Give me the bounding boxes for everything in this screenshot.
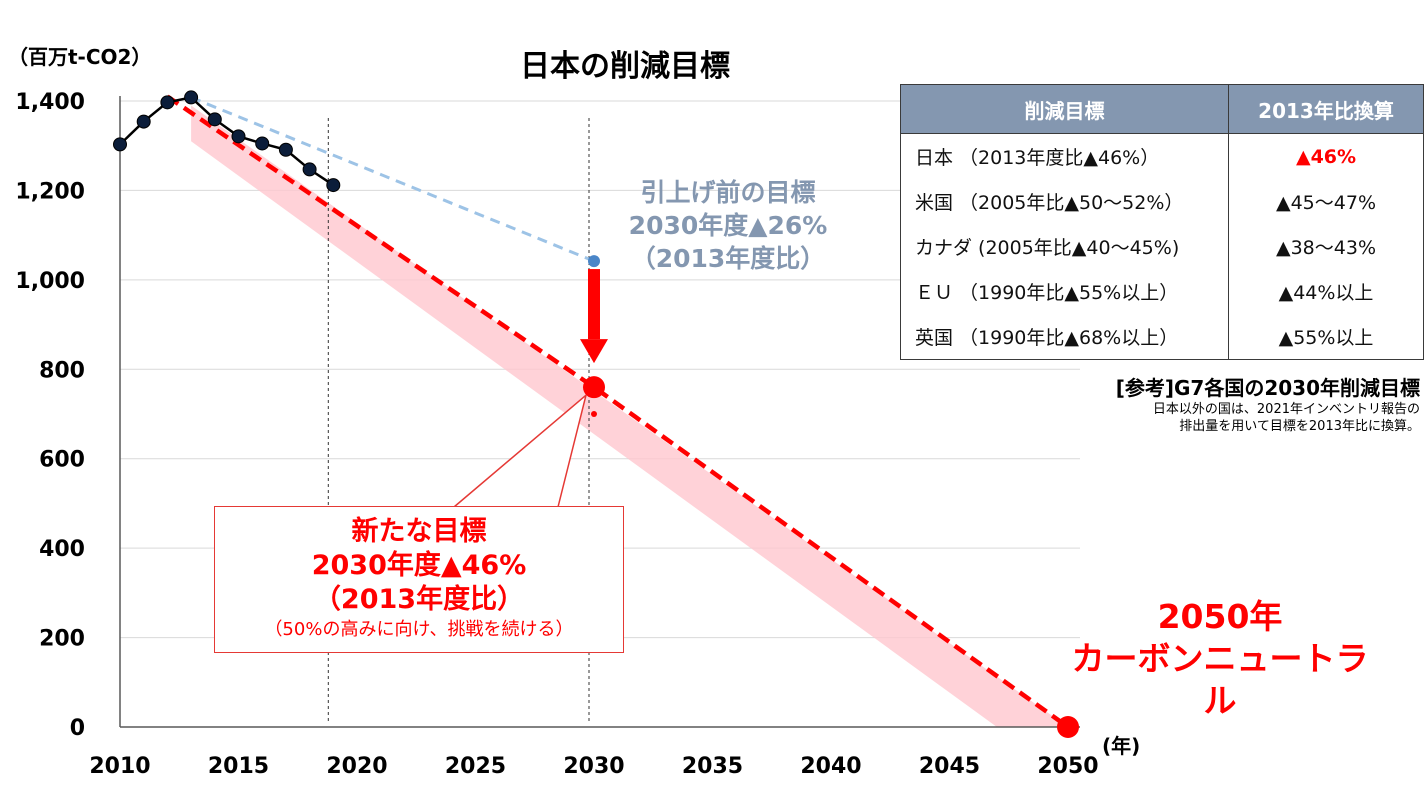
new-target-small-point [591,411,597,417]
callout-pointer [451,393,588,508]
row-eu-converted: ▲44%以上 [1228,269,1424,314]
y-tick-label: 400 [39,537,85,562]
prev-target-line2: 2030年度▲26% [628,211,828,240]
x-unit-label: (年) [1102,734,1140,758]
row-canada-converted: ▲38～43% [1228,224,1424,269]
x-tick-label: 2050 [1037,754,1098,779]
y-tick-label: 200 [39,627,85,652]
previous-target-point [588,255,600,268]
row-uk-target: 英国 （1990年比▲68%以上） [900,314,1229,360]
historical-point [326,178,341,193]
neutral-point [1057,716,1079,738]
carbon-neutral-label: 2050年 カーボンニュートラル [1070,596,1370,722]
row-canada-target: カナダ (2005年比▲40～45%) [900,224,1229,269]
ticks: 0 200 400 600 800 1,000 1,200 1,400 2010 2015 2020… [15,90,1098,779]
down-arrow-shaft [588,269,600,340]
reduction-band-shape [191,105,1069,727]
g7-targets-table: 削減目標 2013年比換算 日本 （2013年度比▲46%） ▲46% 米国 （… [900,84,1424,360]
new-target-callout: 新たな目標 2030年度▲46% （2013年度比） （50%の高みに向け、挑戦… [214,506,624,653]
x-tick-label: 2020 [326,754,387,779]
y-tick-label: 1,000 [15,269,85,294]
neutral-line2: カーボンニュートラル [1071,639,1369,720]
header-target: 削減目標 [900,84,1229,134]
historical-point [302,162,317,177]
table-row: 米国 （2005年比▲50～52%） ▲45～47% [900,179,1424,224]
series [113,90,1079,738]
new-target-line4: （50%の高みに向け、挑戦を続ける） [264,619,574,640]
table-caption-title: [参考]G7各国の2030年削減目標 [1115,376,1420,400]
historical-point [160,95,175,110]
x-tick-label: 2025 [445,754,506,779]
row-japan-converted: ▲46% [1228,133,1424,179]
historical-point [136,114,151,129]
x-tick-label: 2035 [682,754,743,779]
prev-target-line3: （2013年度比） [630,244,826,273]
y-tick-label: 0 [70,716,85,741]
table-row: 英国 （1990年比▲68%以上） ▲55%以上 [900,314,1424,360]
row-uk-converted: ▲55%以上 [1228,314,1424,360]
historical-point [113,137,127,152]
table-header-row: 削減目標 2013年比換算 [900,84,1424,134]
previous-target-line [190,96,595,263]
axes [119,96,1080,728]
y-tick-label: 1,200 [15,179,85,204]
x-tick-label: 2015 [208,754,269,779]
y-tick-label: 1,400 [15,90,85,115]
down-arrow-head [580,339,608,364]
x-tick-label: 2045 [919,754,980,779]
y-tick-label: 800 [39,358,85,383]
x-tick-label: 2030 [563,754,624,779]
table-row: ＥＵ （1990年比▲55%以上） ▲44%以上 [900,269,1424,314]
table-row: 日本 （2013年度比▲46%） ▲46% [900,133,1424,179]
reference-lines [327,118,590,722]
row-eu-target: ＥＵ （1990年比▲55%以上） [900,269,1229,314]
table-note-line2: 排出量を用いて目標を2013年比に換算。 [1179,419,1420,434]
y-tick-label: 600 [39,448,85,473]
header-converted: 2013年比換算 [1228,84,1424,134]
reduction-band [191,105,1069,727]
chart-title: 日本の削減目標 [520,49,730,84]
prev-target-line1: 引上げ前の目標 [640,178,816,207]
x-tick-label: 2010 [89,754,150,779]
y-unit-label: （百万t-CO2） [8,45,151,69]
new-target-line2: 2030年度▲46% [311,550,527,581]
new-target-line3: （2013年度比） [313,584,525,615]
row-us-target: 米国 （2005年比▲50～52%） [900,179,1229,224]
historical-point [184,90,199,105]
historical-point [231,129,246,144]
table-row: カナダ (2005年比▲40～45%) ▲38～43% [900,224,1424,269]
x-tick-label: 2040 [800,754,861,779]
historical-point [207,112,222,127]
prev-target-label: 引上げ前の目標 2030年度▲26% （2013年度比） [598,176,858,275]
new-target-point [583,376,605,399]
neutral-line1: 2050年 [1157,597,1283,636]
new-target-line [166,94,1070,729]
table-note-line1: 日本以外の国は、2021年インベントリ報告の [1152,402,1420,417]
historical-point [278,142,293,157]
row-japan-target: 日本 （2013年度比▲46%） [900,133,1229,179]
row-us-converted: ▲45～47% [1228,179,1424,224]
new-target-line1: 新たな目標 [351,516,487,547]
table-caption: [参考]G7各国の2030年削減目標 日本以外の国は、2021年インベントリ報告… [1000,372,1420,435]
historical-emissions-line [119,96,334,187]
historical-point [255,136,270,151]
